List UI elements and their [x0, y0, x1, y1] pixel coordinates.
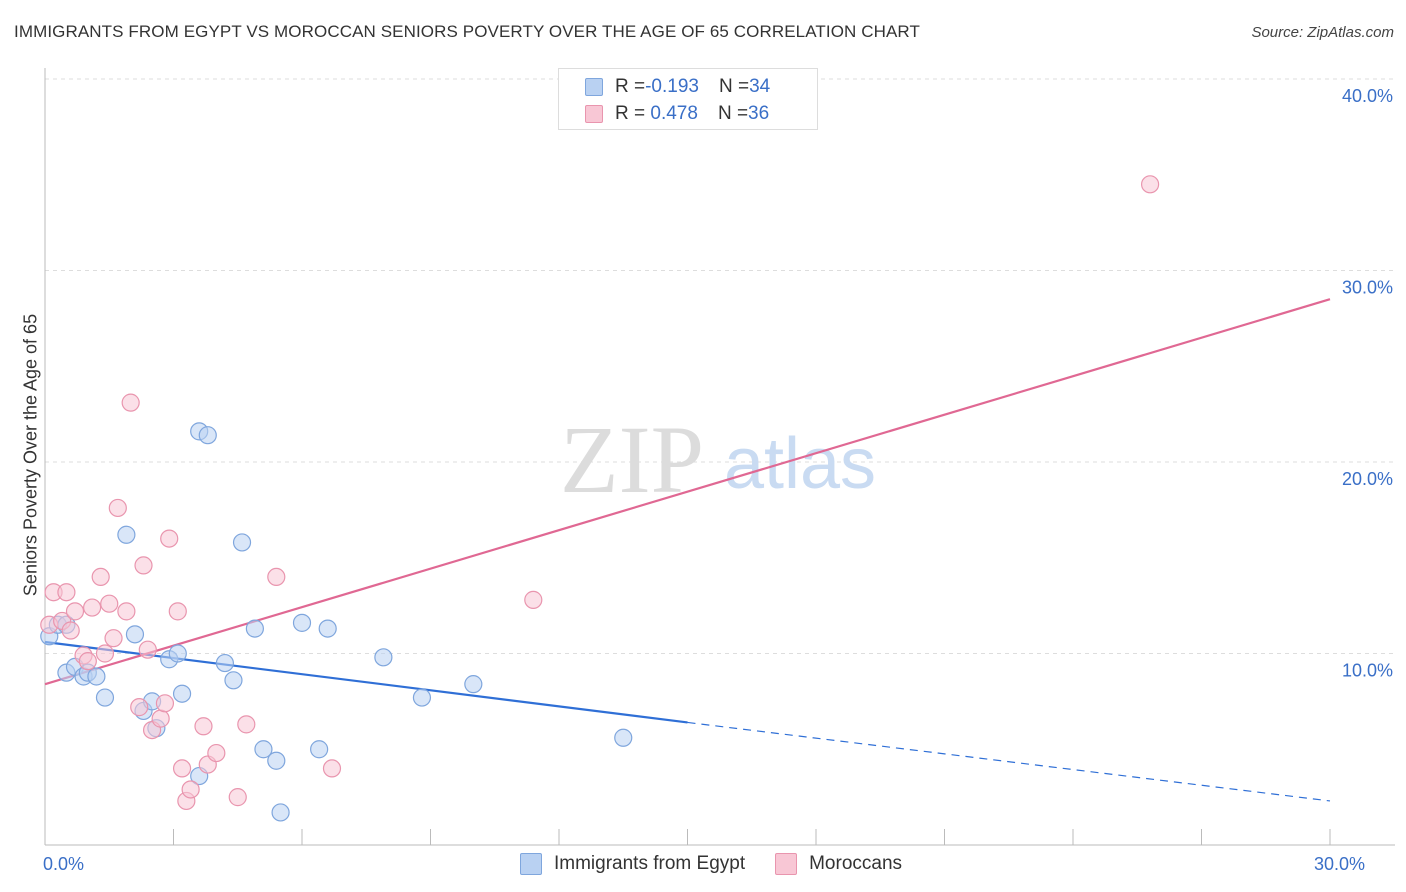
axes: [44, 68, 1395, 846]
point-egypt: [292, 613, 312, 632]
moroccans-swatch: [585, 105, 603, 123]
point-moroccans: [91, 567, 110, 587]
point-moroccans: [524, 590, 543, 609]
point-egypt: [374, 648, 393, 667]
point-egypt: [125, 625, 145, 644]
egypt-swatch: [585, 78, 603, 96]
point-egypt: [245, 619, 264, 638]
legend-item-egypt[interactable]: Immigrants from Egypt: [520, 853, 745, 875]
point-egypt: [614, 728, 633, 747]
point-moroccans: [57, 583, 76, 602]
series-legend: Immigrants from Egypt Moroccans: [520, 852, 932, 876]
point-moroccans: [168, 602, 187, 621]
point-moroccans: [65, 602, 85, 621]
point-moroccans: [83, 598, 102, 617]
n-label: N =: [717, 103, 749, 124]
point-moroccans: [228, 788, 247, 807]
trend-line-egypt-extension: [687, 721, 1331, 802]
point-moroccans: [108, 498, 127, 518]
n-value: 36: [748, 103, 770, 124]
point-egypt: [318, 619, 337, 638]
legend-label-moroccans: Moroccans: [809, 853, 903, 874]
point-moroccans: [237, 715, 256, 734]
point-egypt: [271, 803, 290, 822]
legend-item-moroccans[interactable]: Moroccans: [775, 853, 902, 875]
watermark-zip: ZIP: [560, 406, 704, 513]
watermark-atlas: atlas: [724, 424, 876, 504]
point-moroccans: [181, 780, 200, 799]
point-moroccans: [1140, 175, 1160, 194]
point-egypt: [117, 525, 136, 544]
legend-label-egypt: Immigrants from Egypt: [554, 853, 746, 874]
point-moroccans: [61, 621, 80, 640]
point-moroccans: [138, 640, 157, 659]
point-moroccans: [95, 644, 115, 663]
point-egypt: [464, 675, 483, 694]
stats-row-egypt: R = -0.193 N = 34: [585, 75, 770, 99]
point-moroccans: [100, 594, 119, 613]
point-moroccans: [104, 629, 123, 648]
point-egypt: [224, 671, 243, 690]
point-moroccans: [194, 717, 213, 736]
point-moroccans: [134, 556, 153, 575]
trend-line-moroccans: [44, 298, 1331, 686]
data-points: [40, 175, 1160, 822]
r-value: -0.193: [645, 76, 699, 97]
point-moroccans: [160, 529, 179, 548]
n-value: 34: [749, 76, 771, 97]
point-moroccans: [130, 698, 149, 717]
gridlines: [45, 78, 1395, 654]
point-egypt: [412, 688, 432, 707]
point-moroccans: [78, 652, 97, 671]
y-tick-label: 20.0%: [1342, 469, 1393, 489]
y-tick-label: 30.0%: [1342, 278, 1393, 298]
n-label: N =: [718, 76, 750, 97]
point-moroccans: [121, 393, 140, 412]
tick-labels: 10.0% 20.0% 30.0% 40.0% 0.0% 30.0%: [43, 86, 1393, 874]
point-egypt: [267, 751, 286, 770]
point-egypt: [232, 533, 252, 552]
point-moroccans: [155, 694, 175, 713]
y-tick-label: 40.0%: [1342, 86, 1393, 106]
egypt-swatch: [520, 853, 542, 875]
point-egypt: [87, 667, 106, 686]
point-egypt: [95, 688, 115, 707]
point-moroccans: [322, 759, 342, 778]
y-tick-label: 10.0%: [1342, 661, 1393, 681]
r-label: R =: [615, 103, 646, 124]
watermark: ZIP atlas: [560, 406, 876, 513]
point-egypt: [168, 644, 187, 663]
point-moroccans: [207, 743, 226, 763]
point-egypt: [254, 740, 273, 759]
point-moroccans: [172, 759, 192, 778]
chart-title: IMMIGRANTS FROM EGYPT VS MOROCCAN SENIOR…: [14, 22, 920, 41]
r-label: R =: [615, 76, 646, 97]
point-moroccans: [151, 709, 170, 728]
moroccans-swatch: [775, 853, 798, 875]
point-moroccans: [117, 602, 136, 621]
point-moroccans: [267, 567, 286, 587]
stats-row-moroccans: R = 0.478 N = 36: [585, 102, 769, 126]
point-egypt: [310, 740, 329, 759]
stats-legend: R = -0.193 N = 34 R = 0.478 N = 36: [558, 68, 818, 130]
x-tick-label: 30.0%: [1314, 854, 1365, 874]
point-egypt: [198, 426, 217, 445]
r-value: 0.478: [645, 103, 698, 124]
point-egypt: [215, 653, 234, 673]
point-egypt: [172, 684, 192, 703]
source-credit: Source: ZipAtlas.com: [1251, 24, 1394, 41]
x-tick-label: 0.0%: [43, 854, 84, 874]
